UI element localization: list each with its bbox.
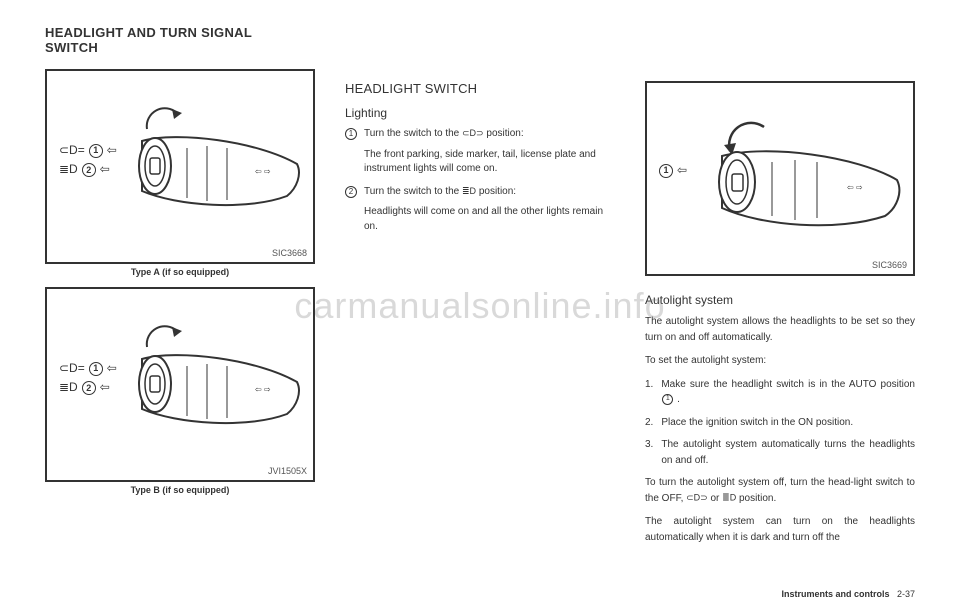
arrow-icon: ⇦ (100, 378, 110, 397)
lighting-item-1: 1 Turn the switch to the ⊂D⊃ position: (345, 127, 615, 142)
callout-2: 2 (82, 381, 96, 395)
item-1-description: The front parking, side marker, tail, li… (364, 148, 615, 177)
parking-light-icon: ⊂D= (59, 359, 85, 378)
footer-section: Instruments and controls (781, 589, 889, 599)
svg-text:⇦ ⇨: ⇦ ⇨ (255, 167, 271, 176)
headlight-icon: ≣D (722, 492, 736, 502)
lighting-subheading: Lighting (345, 106, 615, 120)
lever-illustration: ⇦ ⇨ (717, 138, 907, 248)
lever-illustration: ⇦ ⇨ (137, 344, 307, 444)
arrow-icon: ⇦ (100, 160, 110, 179)
callout-1: 1 (659, 164, 673, 178)
autolight-p4: The autolight system can turn on the hea… (645, 514, 915, 545)
autolight-p1: The autolight system allows the headligh… (645, 314, 915, 345)
step-text: Make sure the headlight switch is in the… (661, 377, 915, 408)
autolight-step-3: 3. The autolight system automatically tu… (645, 437, 915, 468)
svg-text:⇦ ⇨: ⇦ ⇨ (847, 183, 863, 192)
page-container: HEADLIGHT AND TURN SIGNAL SWITCH ⊂D=1⇦ ≣… (0, 0, 960, 611)
arrow-icon: ⇦ (107, 141, 117, 160)
figure-a-caption: Type A (if so equipped) (45, 267, 315, 277)
figure-a-left-symbols: ⊂D= 1 ⇦ ≣D 2 ⇦ (59, 141, 117, 179)
figure-b-left-symbols: ⊂D= 1 ⇦ ≣D 2 ⇦ (59, 359, 117, 397)
step-text: The autolight system automatically turns… (661, 437, 915, 468)
lighting-item-2: 2 Turn the switch to the ≣D position: (345, 185, 615, 200)
step-number: 1. (645, 377, 653, 408)
headlight-switch-heading: HEADLIGHT SWITCH (345, 81, 615, 96)
callout-1: 1 (89, 362, 103, 376)
parking-light-icon: ⊂D⊃ (462, 128, 484, 138)
autolight-heading: Autolight system (645, 293, 915, 307)
autolight-off-text: To turn the autolight system off, turn t… (645, 475, 915, 506)
arrow-icon: ⇦ (677, 161, 687, 180)
figure-type-b: ⊂D= 1 ⇦ ≣D 2 ⇦ ⇦ ⇨ JVI1505X (45, 287, 315, 482)
figure-type-a: ⊂D= 1 ⇦ ≣D 2 ⇦ ⇦ ⇨ SIC3668 (45, 69, 315, 264)
page-footer: Instruments and controls 2-37 (781, 589, 915, 599)
column-left: HEADLIGHT AND TURN SIGNAL SWITCH ⊂D= 1 ⇦ ≣… (45, 25, 315, 591)
autolight-p2: To set the autolight system: (645, 353, 915, 369)
headlight-icon: ≣D (462, 186, 476, 196)
column-middle: HEADLIGHT SWITCH Lighting 1 Turn the swi… (345, 25, 615, 591)
figure-autolight: 1⇦ ⇦ ⇨ SIC3669 (645, 81, 915, 276)
inline-callout-1: 1 (662, 394, 673, 405)
headlight-icon: ≣D (59, 160, 78, 179)
autolight-step-2: 2. Place the ignition switch in the ON p… (645, 415, 915, 431)
headlight-icon: ≣D (59, 378, 78, 397)
item-number-2: 2 (345, 186, 357, 198)
figure-c-code: SIC3669 (872, 260, 907, 270)
step-text: Place the ignition switch in the ON posi… (661, 415, 853, 431)
callout-1: 1 (89, 144, 103, 158)
figure-b-caption: Type B (if so equipped) (45, 485, 315, 495)
figure-b-code: JVI1505X (268, 466, 307, 476)
callout-2: 2 (82, 163, 96, 177)
figure-a-code: SIC3668 (272, 248, 307, 258)
lever-illustration: ⇦ ⇨ (137, 126, 307, 226)
item-2-description: Headlights will come on and all the othe… (364, 205, 615, 234)
column-right: 1⇦ ⇦ ⇨ SIC3669 Autolight system The auto… (645, 25, 915, 591)
parking-light-icon: ⊂D⊃ (686, 492, 708, 502)
autolight-step-1: 1. Make sure the headlight switch is in … (645, 377, 915, 408)
item-1-text: Turn the switch to the ⊂D⊃ position: (364, 127, 615, 142)
svg-text:⇦ ⇨: ⇦ ⇨ (255, 385, 271, 394)
figure-c-left-symbols: 1⇦ (659, 161, 687, 180)
footer-page-number: 2-37 (897, 589, 915, 599)
arrow-icon: ⇦ (107, 359, 117, 378)
main-heading-line1: HEADLIGHT AND TURN SIGNAL (45, 25, 252, 40)
item-number-1: 1 (345, 128, 357, 140)
step-number: 3. (645, 437, 653, 468)
step-number: 2. (645, 415, 653, 431)
main-heading-line2: SWITCH (45, 40, 98, 55)
item-2-text: Turn the switch to the ≣D position: (364, 185, 615, 200)
parking-light-icon: ⊂D= (59, 141, 85, 160)
main-heading: HEADLIGHT AND TURN SIGNAL SWITCH (45, 25, 315, 55)
